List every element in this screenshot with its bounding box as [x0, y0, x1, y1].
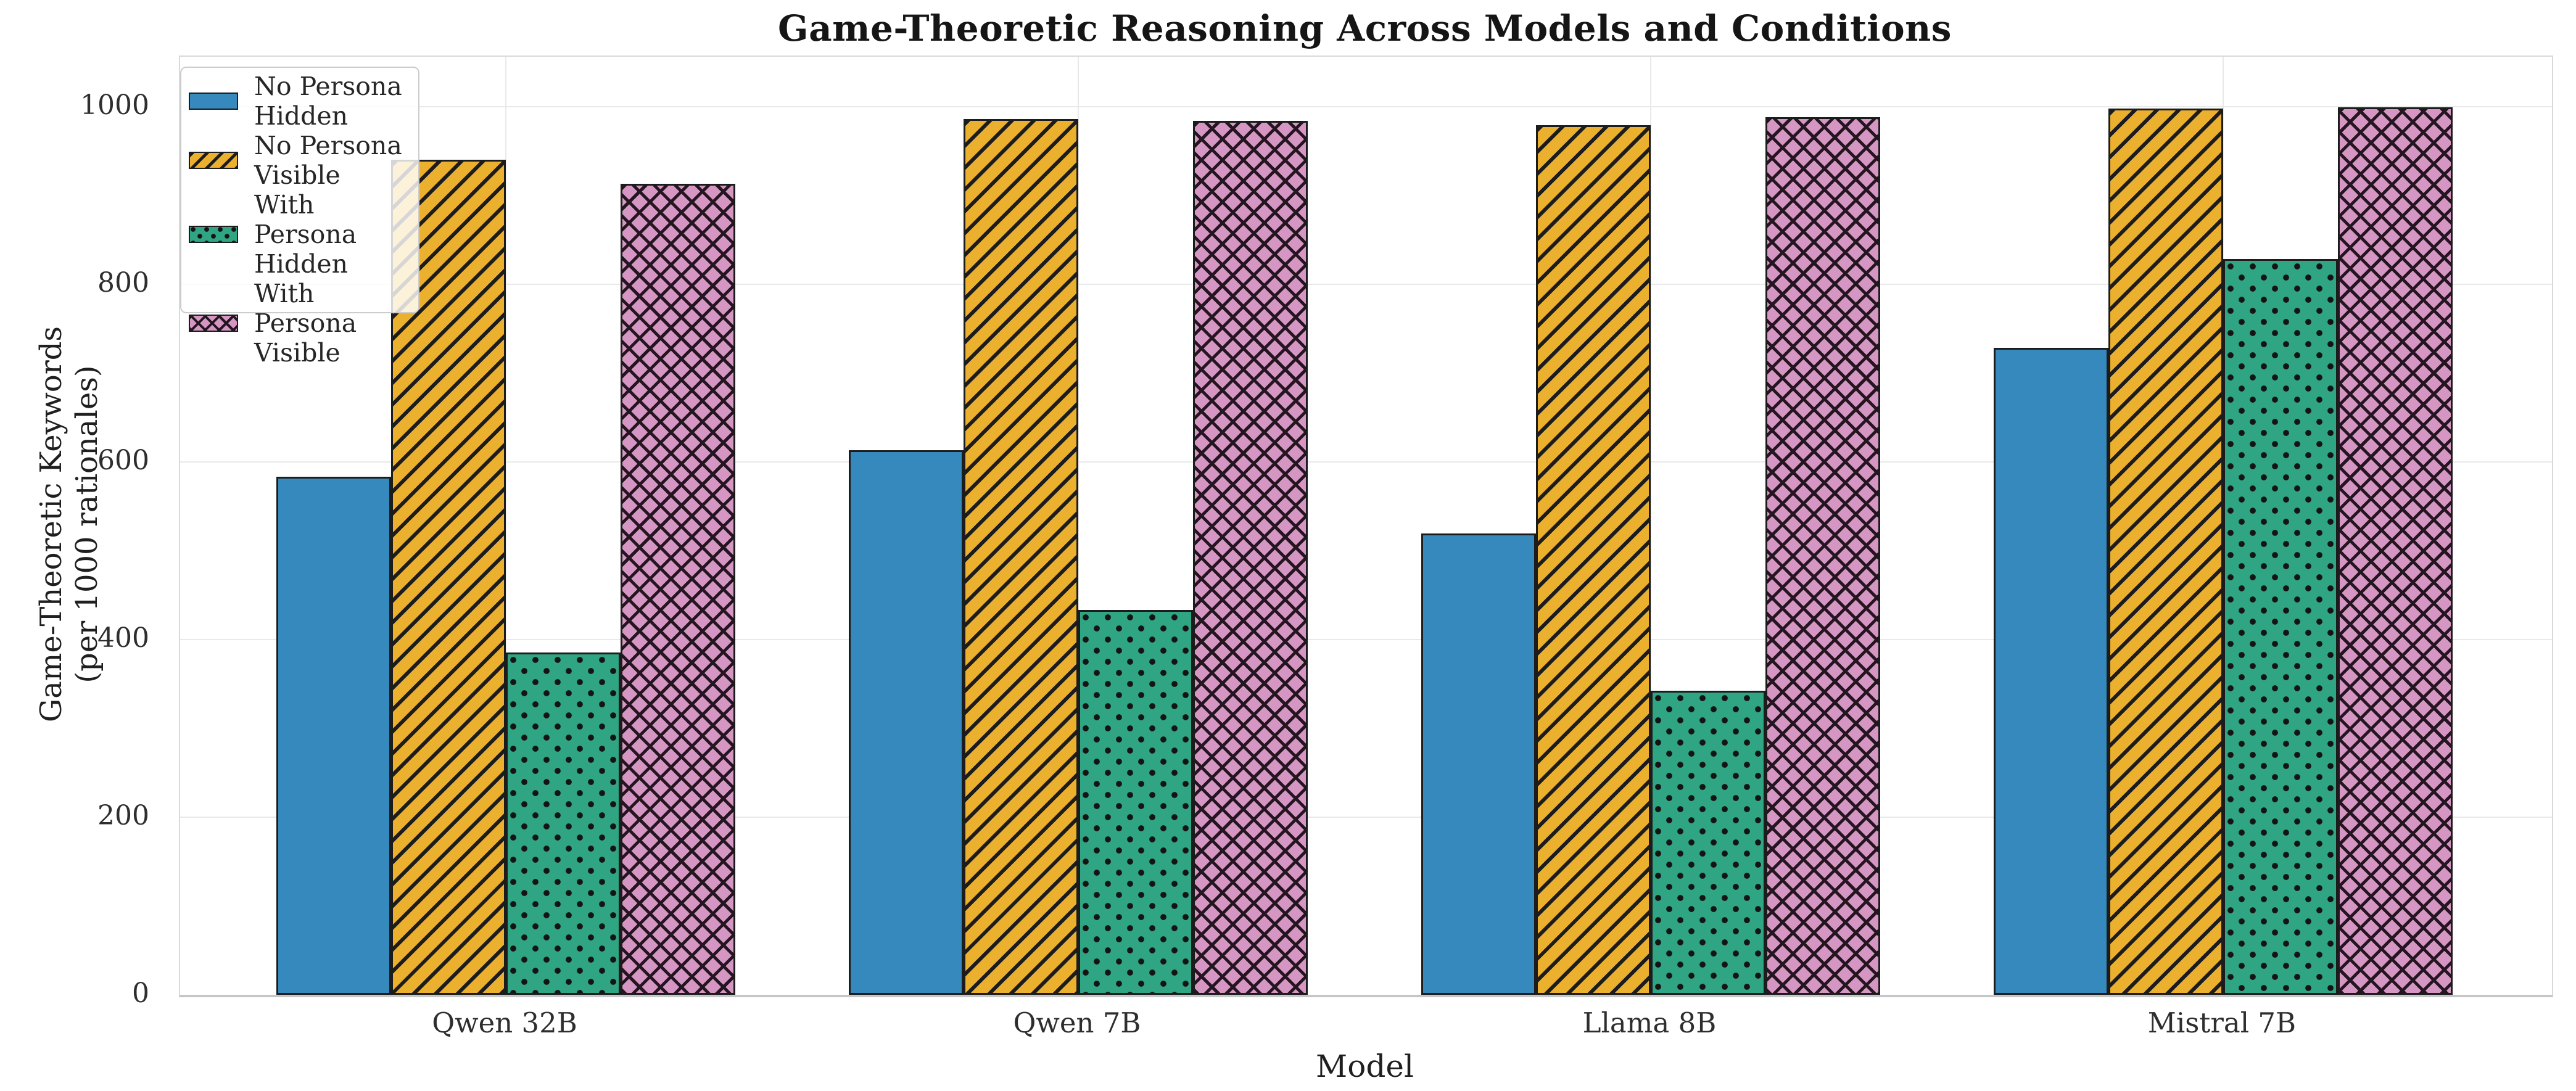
bar-mistral-7b-with-persona-hidden — [2223, 259, 2338, 995]
legend-item-with-persona-visible: With Persona Visible — [181, 279, 418, 368]
legend-swatch-cross-icon — [189, 315, 238, 332]
bar-mistral-7b-with-persona-visible — [2337, 107, 2453, 995]
legend-swatch-slash-icon — [189, 152, 238, 169]
legend-item-no-persona-visible: No Persona Visible — [181, 131, 418, 190]
legend-label-line: No Persona — [254, 131, 402, 160]
y-axis-label-line2: (per 1000 rationales) — [70, 365, 104, 683]
bar-qwen-32b-with-persona-visible — [621, 183, 736, 995]
y-tick-label-1000: 1000 — [80, 89, 149, 121]
y-tick-label-200: 200 — [97, 799, 149, 831]
legend: No Persona Hidden No Persona Visible With Pe… — [180, 67, 419, 368]
legend-label-line: Hidden — [254, 249, 349, 279]
y-tick-label-600: 600 — [97, 444, 149, 476]
x-tick-label-qwen-7b: Qwen 7B — [1013, 1007, 1141, 1039]
bar-mistral-7b-no-persona-visible — [2108, 108, 2223, 995]
legend-label-line: No Persona — [254, 72, 402, 101]
bar-mistral-7b-no-persona-hidden — [1993, 348, 2108, 995]
bar-qwen-32b-with-persona-hidden — [506, 653, 621, 995]
gridline-x-0 — [505, 57, 507, 995]
gridline-x-2 — [1649, 57, 1651, 995]
legend-item-with-persona-hidden: With Persona Hidden — [181, 190, 418, 279]
chart-title: Game-Theoretic Reasoning Across Models a… — [778, 7, 1952, 49]
y-tick-label-0: 0 — [132, 978, 149, 1009]
legend-label-line: Visible — [254, 160, 341, 190]
gridline-y-400 — [180, 638, 2552, 640]
y-axis-label-line1: Game-Theoretic Keywords — [34, 326, 68, 723]
bar-qwen-32b-no-persona-hidden — [276, 477, 392, 995]
bar-qwen-7b-with-persona-hidden — [1078, 610, 1193, 995]
legend-swatch-none-icon — [189, 93, 238, 110]
bar-llama-8b-with-persona-visible — [1765, 117, 1880, 995]
x-tick-label-mistral-7b: Mistral 7B — [2147, 1007, 2297, 1039]
legend-item-no-persona-hidden: No Persona Hidden — [181, 72, 418, 131]
gridline-y-1000 — [180, 105, 2552, 107]
legend-label-line: With Persona — [254, 279, 357, 338]
gridline-x-1 — [1077, 57, 1079, 995]
legend-label: No Persona Hidden — [254, 72, 402, 131]
legend-label-line: Visible — [254, 338, 341, 368]
plot-area — [179, 56, 2553, 997]
legend-label-line: Hidden — [254, 101, 349, 131]
legend-label: With Persona Hidden — [254, 190, 418, 279]
y-axis-label: Game-Theoretic Keywords (per 1000 ration… — [33, 326, 105, 722]
bar-qwen-7b-with-persona-visible — [1192, 120, 1308, 995]
x-tick-label-qwen-32b: Qwen 32B — [432, 1007, 577, 1039]
gridline-y-800 — [180, 283, 2552, 285]
gridline-y-200 — [180, 816, 2552, 818]
bar-qwen-32b-no-persona-visible — [391, 160, 506, 995]
gridline-y-600 — [180, 461, 2552, 463]
legend-label: No Persona Visible — [254, 131, 402, 190]
y-tick-label-800: 800 — [97, 266, 149, 298]
bar-qwen-7b-no-persona-hidden — [848, 450, 964, 995]
legend-label-line: With Persona — [254, 190, 357, 249]
bar-llama-8b-no-persona-hidden — [1421, 533, 1536, 995]
x-axis-label: Model — [1316, 1048, 1414, 1084]
legend-swatch-dot-icon — [189, 226, 238, 243]
x-tick-label-llama-8b: Llama 8B — [1582, 1007, 1717, 1039]
legend-label: With Persona Visible — [254, 279, 418, 368]
bar-qwen-7b-no-persona-visible — [963, 118, 1078, 995]
bar-llama-8b-no-persona-visible — [1535, 125, 1651, 995]
y-tick-label-400: 400 — [97, 622, 149, 654]
bar-llama-8b-with-persona-hidden — [1650, 691, 1765, 995]
